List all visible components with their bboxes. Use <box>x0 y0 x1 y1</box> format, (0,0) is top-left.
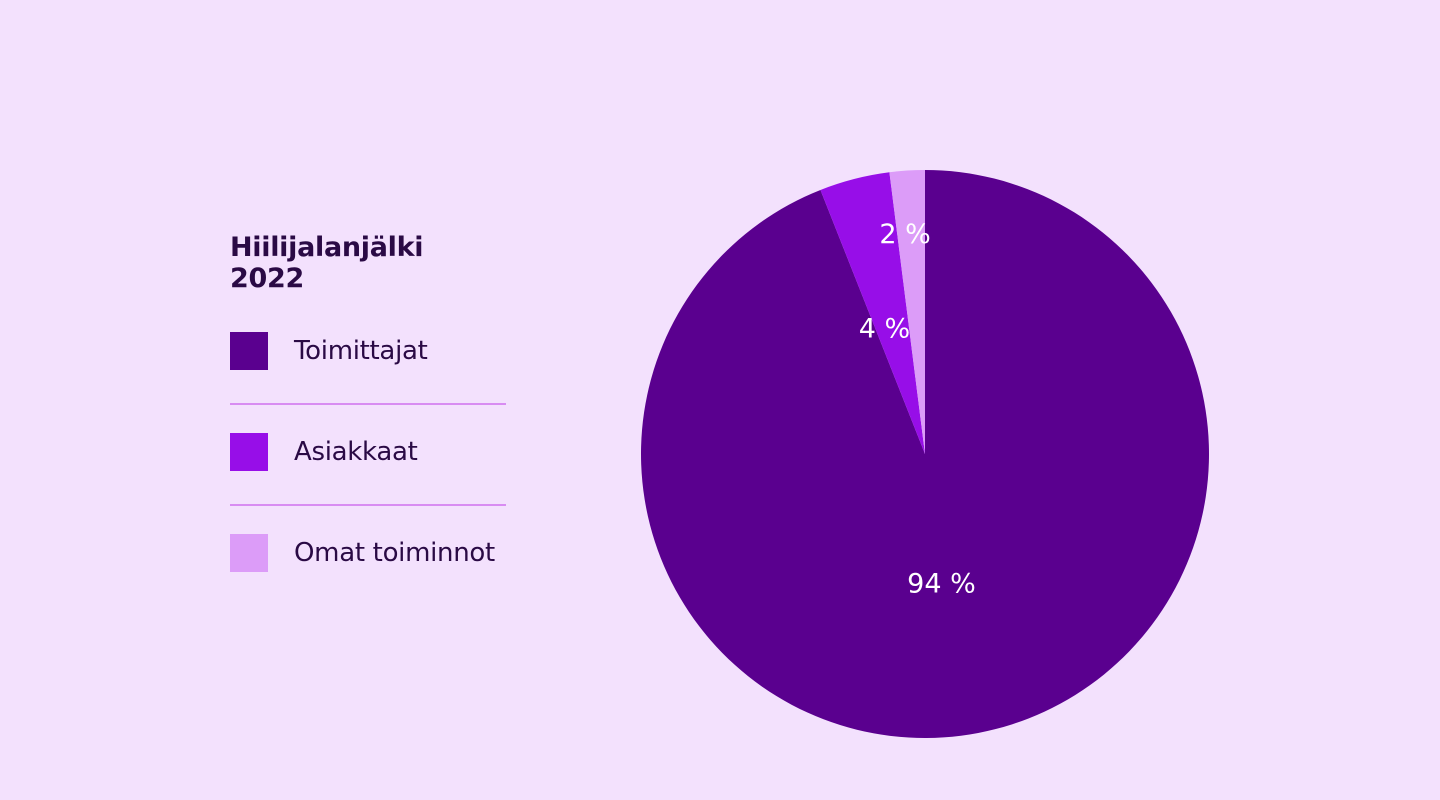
pie-slice-omat-toiminnot <box>889 170 925 454</box>
legend-swatch-toimittajat <box>230 332 268 370</box>
legend-swatch-omat-toiminnot <box>230 534 268 572</box>
chart-title: Hiilijalanjälki 2022 <box>230 232 424 294</box>
legend-label: Omat toiminnot <box>294 538 495 568</box>
slice-label: 2 % <box>879 219 930 250</box>
legend-swatch-asiakkaat <box>230 433 268 471</box>
pie-slice-toimittajat <box>641 170 1210 738</box>
slice-label: 4 % <box>859 313 910 344</box>
legend-label: Asiakkaat <box>294 437 418 467</box>
legend-divider <box>230 504 506 506</box>
legend: Hiilijalanjälki 2022 Toimittajat Asiakka… <box>230 232 506 572</box>
slice-label: 94 % <box>907 568 976 599</box>
pie-slice-asiakkaat <box>820 172 925 454</box>
legend-item-toimittajat: Toimittajat <box>230 332 506 370</box>
legend-item-asiakkaat: Asiakkaat <box>230 433 506 471</box>
legend-label: Toimittajat <box>294 336 428 366</box>
legend-divider <box>230 403 506 405</box>
legend-item-omat-toiminnot: Omat toiminnot <box>230 534 506 572</box>
